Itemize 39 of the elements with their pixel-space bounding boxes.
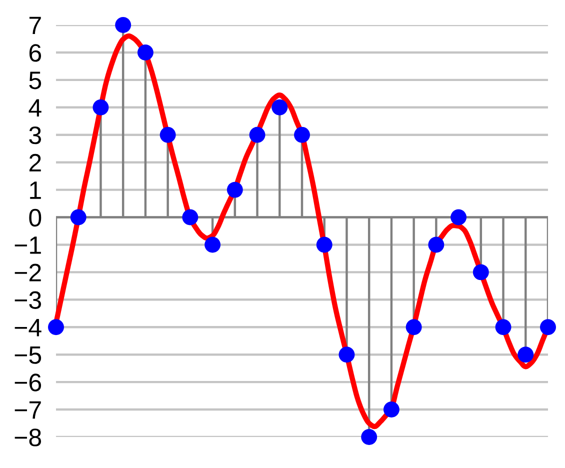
y-tick-label: 5 xyxy=(29,72,42,90)
point xyxy=(272,99,288,116)
point xyxy=(204,236,221,253)
point xyxy=(383,402,400,418)
point xyxy=(48,319,64,336)
point xyxy=(495,319,512,336)
y-tick-label: −1 xyxy=(14,236,41,254)
point xyxy=(428,236,444,253)
point xyxy=(472,264,489,280)
y-tick-label: 1 xyxy=(30,182,41,199)
point xyxy=(338,346,355,363)
point xyxy=(115,17,132,33)
point xyxy=(137,44,154,60)
point xyxy=(249,126,266,143)
point xyxy=(294,126,310,143)
y-tick-label: −6 xyxy=(14,374,42,392)
point xyxy=(226,182,243,198)
y-tick-label: 2 xyxy=(29,154,41,172)
point xyxy=(92,99,109,116)
point xyxy=(361,429,378,445)
y-tick-label: 6 xyxy=(29,44,42,62)
point xyxy=(316,236,332,253)
point xyxy=(406,319,422,336)
y-tick-label: −3 xyxy=(14,291,42,309)
point xyxy=(450,209,467,226)
point xyxy=(518,346,534,363)
point xyxy=(70,209,86,226)
y-tick-label: 3 xyxy=(29,126,42,144)
y-tick-label: 7 xyxy=(29,16,41,34)
y-tick-label: 0 xyxy=(29,208,42,227)
y-tick-label: −5 xyxy=(14,346,42,364)
y-tick-label: 4 xyxy=(28,99,42,116)
y-tick-label: −7 xyxy=(14,401,41,419)
point xyxy=(160,126,176,143)
y-tick-label: −2 xyxy=(14,264,41,282)
y-tick-label: −8 xyxy=(14,428,42,446)
y-tick-label: −4 xyxy=(14,318,42,336)
point xyxy=(182,209,198,226)
point xyxy=(540,319,556,336)
